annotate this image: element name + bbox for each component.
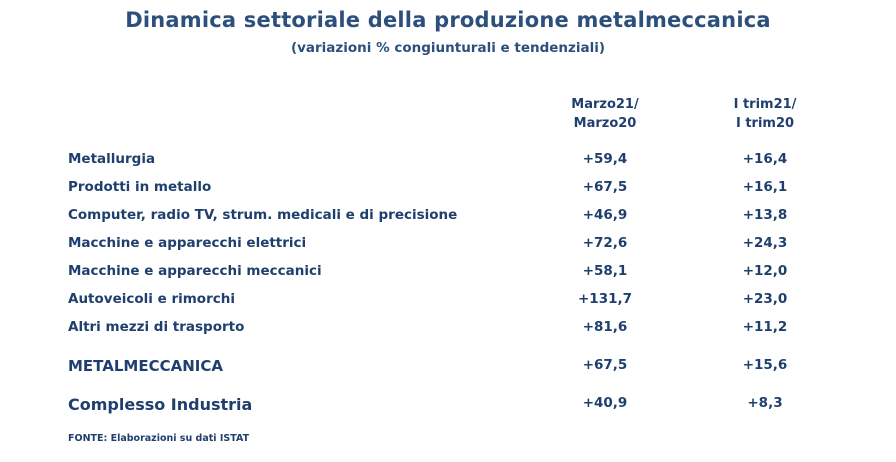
- row-value-monthly: +67,5: [582, 179, 628, 195]
- column-header-trim: I trim21/ I trim20: [690, 95, 840, 133]
- total-row-industria: Complesso Industria +40,9 +8,3: [0, 395, 896, 417]
- table-row: Computer, radio TV, strum. medicali e di…: [0, 207, 896, 229]
- row-value-quarterly: +23,0: [742, 291, 788, 307]
- table-row: Macchine e apparecchi meccanici +58,1 +1…: [0, 263, 896, 285]
- table-row: Metallurgia +59,4 +16,4: [0, 151, 896, 173]
- row-label: Complesso Industria: [68, 395, 253, 414]
- column-header-line: I trim21/: [733, 97, 797, 112]
- row-value-quarterly: +11,2: [742, 319, 788, 335]
- row-value-quarterly: +24,3: [742, 235, 788, 251]
- row-value-monthly: +72,6: [582, 235, 628, 251]
- row-value-monthly: +67,5: [582, 357, 628, 373]
- page-subtitle: (variazioni % congiunturali e tendenzial…: [290, 40, 606, 56]
- table-row: Altri mezzi di trasporto +81,6 +11,2: [0, 319, 896, 341]
- row-value-monthly: +46,9: [582, 207, 628, 223]
- row-value-quarterly: +16,1: [742, 179, 788, 195]
- total-row-metalmeccanica: METALMECCANICA +67,5 +15,6: [0, 357, 896, 379]
- table-row: Prodotti in metallo +67,5 +16,1: [0, 179, 896, 201]
- row-label: Computer, radio TV, strum. medicali e di…: [68, 207, 458, 223]
- row-value-monthly: +58,1: [582, 263, 628, 279]
- row-label: Autoveicoli e rimorchi: [68, 291, 235, 307]
- page-title: Dinamica settoriale della produzione met…: [125, 8, 771, 32]
- row-label: Altri mezzi di trasporto: [68, 319, 245, 335]
- table-row: Macchine e apparecchi elettrici +72,6 +2…: [0, 235, 896, 257]
- row-value-quarterly: +15,6: [742, 357, 788, 373]
- column-header-line: Marzo20: [573, 116, 637, 131]
- row-label: METALMECCANICA: [68, 357, 223, 375]
- row-value-monthly: +40,9: [582, 395, 628, 411]
- table-row: Autoveicoli e rimorchi +131,7 +23,0: [0, 291, 896, 313]
- row-label: Prodotti in metallo: [68, 179, 212, 195]
- column-header-marzo: Marzo21/ Marzo20: [530, 95, 680, 133]
- source-note: FONTE: Elaborazioni su dati ISTAT: [68, 433, 250, 444]
- row-label: Metallurgia: [68, 151, 156, 167]
- row-value-quarterly: +12,0: [742, 263, 788, 279]
- row-value-quarterly: +16,4: [742, 151, 788, 167]
- row-label: Macchine e apparecchi elettrici: [68, 235, 307, 251]
- row-value-monthly: +59,4: [582, 151, 628, 167]
- column-header-line: I trim20: [735, 116, 795, 131]
- row-value-monthly: +81,6: [582, 319, 628, 335]
- column-header-line: Marzo21/: [571, 97, 639, 112]
- row-value-quarterly: +8,3: [747, 395, 783, 411]
- row-label: Macchine e apparecchi meccanici: [68, 263, 322, 279]
- row-value-quarterly: +13,8: [742, 207, 788, 223]
- row-value-monthly: +131,7: [577, 291, 632, 307]
